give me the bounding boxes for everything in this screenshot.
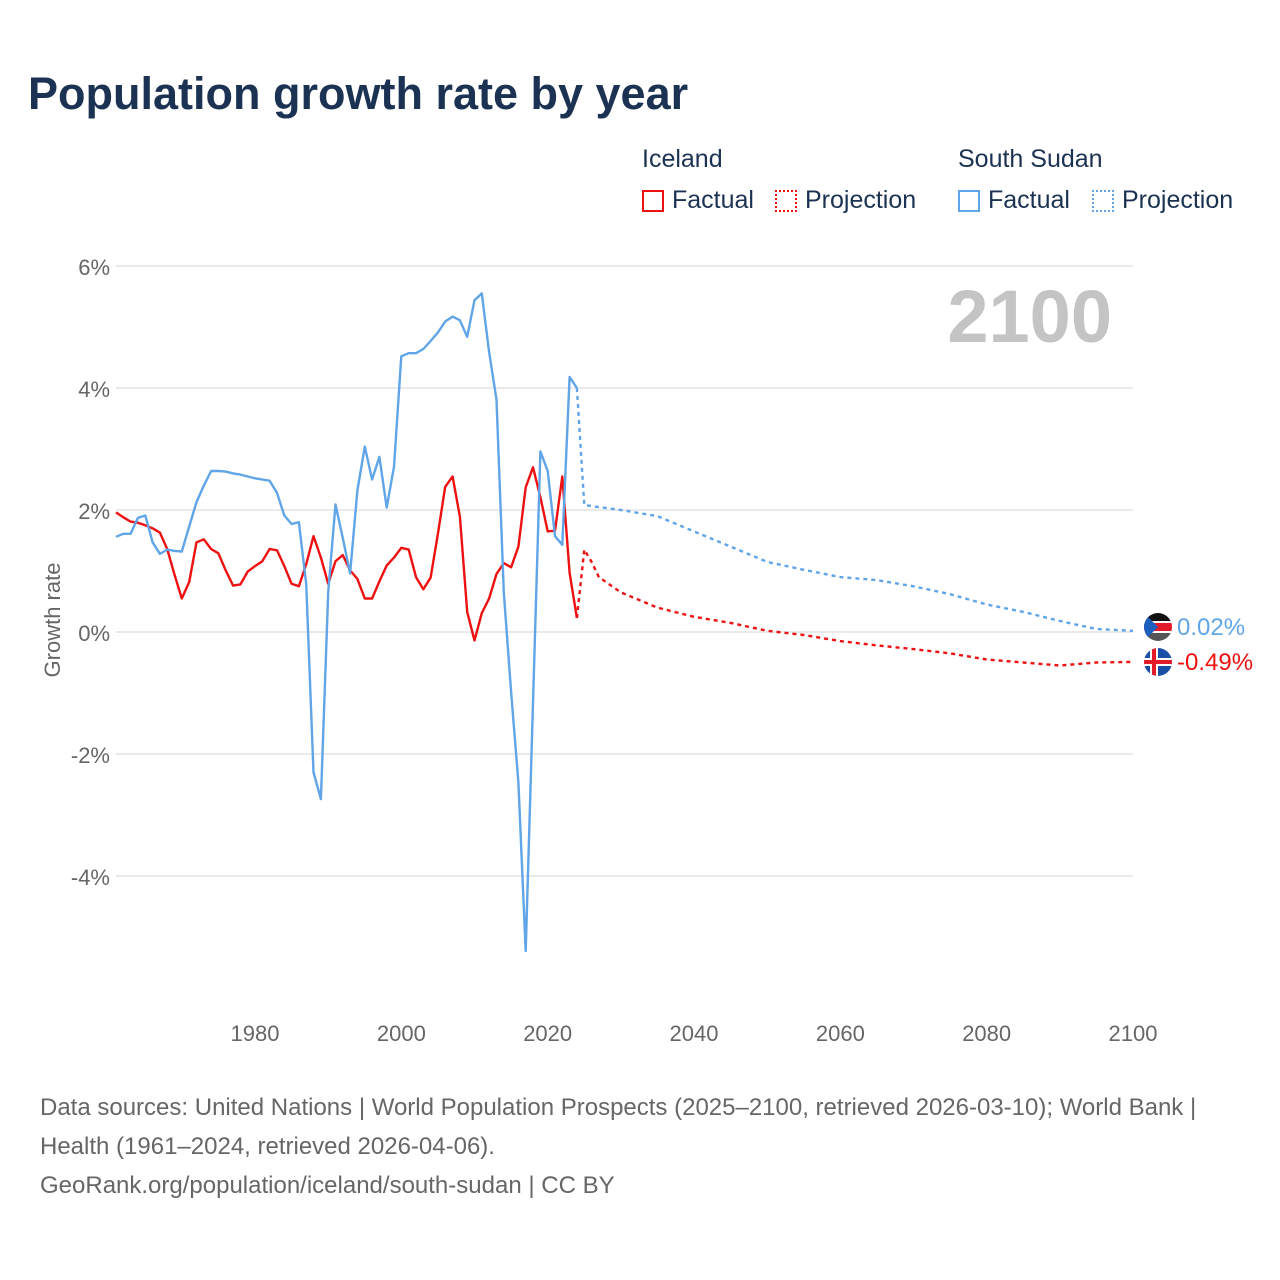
south-sudan-flag-icon (1144, 613, 1172, 641)
year-watermark: 2100 (947, 275, 1112, 358)
data-sources-text: Data sources: United Nations | World Pop… (40, 1094, 1197, 1160)
legend-swatch-solid (642, 189, 664, 212)
y-tick-label: -2% (71, 743, 110, 768)
legend-label: Projection (805, 186, 917, 214)
attribution-link[interactable]: GeoRank.org/population/iceland/south-sud… (40, 1172, 615, 1199)
series-line-south-sudan-factual (115, 292, 578, 953)
legend-iceland-factual[interactable]: Factual (642, 186, 754, 215)
legend-group-south-sudan: South Sudan (958, 145, 1103, 173)
y-tick-label: 2% (78, 499, 110, 524)
legend-label: Factual (672, 186, 754, 214)
y-tick-label: 0% (78, 621, 110, 646)
x-tick-label: 2020 (523, 1021, 572, 1046)
legend-south-sudan-factual[interactable]: Factual (958, 186, 1070, 215)
y-tick-label: -4% (71, 865, 110, 890)
legend-label: Projection (1122, 186, 1234, 214)
series-line-south-sudan-projection (575, 387, 1134, 632)
x-tick-label: 2060 (816, 1021, 865, 1046)
x-tick-label: 1980 (231, 1021, 280, 1046)
series-line-iceland-factual (115, 466, 579, 642)
x-tick-label: 2100 (1109, 1021, 1158, 1046)
iceland-flag-icon (1144, 648, 1172, 676)
legend-label: Factual (988, 186, 1070, 214)
legend-swatch-solid (958, 189, 980, 212)
plot-area: 6% 4% 2% 0% -2% -4% 1980 2000 2020 2040 2060 2080 21… (71, 255, 1253, 1046)
legend-group-iceland: Iceland (642, 145, 723, 173)
y-tick-label: 4% (78, 377, 110, 402)
series-line-iceland-projection (575, 548, 1134, 667)
legend-iceland-projection[interactable]: Projection (775, 186, 916, 215)
footer: Data sources: United Nations | World Pop… (40, 1088, 1240, 1205)
legend-swatch-dotted (1092, 189, 1114, 212)
y-tick-label: 6% (78, 255, 110, 280)
chart-title: Population growth rate by year (28, 68, 689, 119)
x-tick-label: 2000 (377, 1021, 426, 1046)
south-sudan-end-value: 0.02% (1177, 614, 1245, 641)
x-tick-label: 2080 (962, 1021, 1011, 1046)
x-tick-label: 2040 (670, 1021, 719, 1046)
legend-swatch-dotted (775, 189, 797, 212)
iceland-end-value: -0.49% (1177, 649, 1253, 676)
legend-south-sudan-projection[interactable]: Projection (1092, 186, 1233, 215)
